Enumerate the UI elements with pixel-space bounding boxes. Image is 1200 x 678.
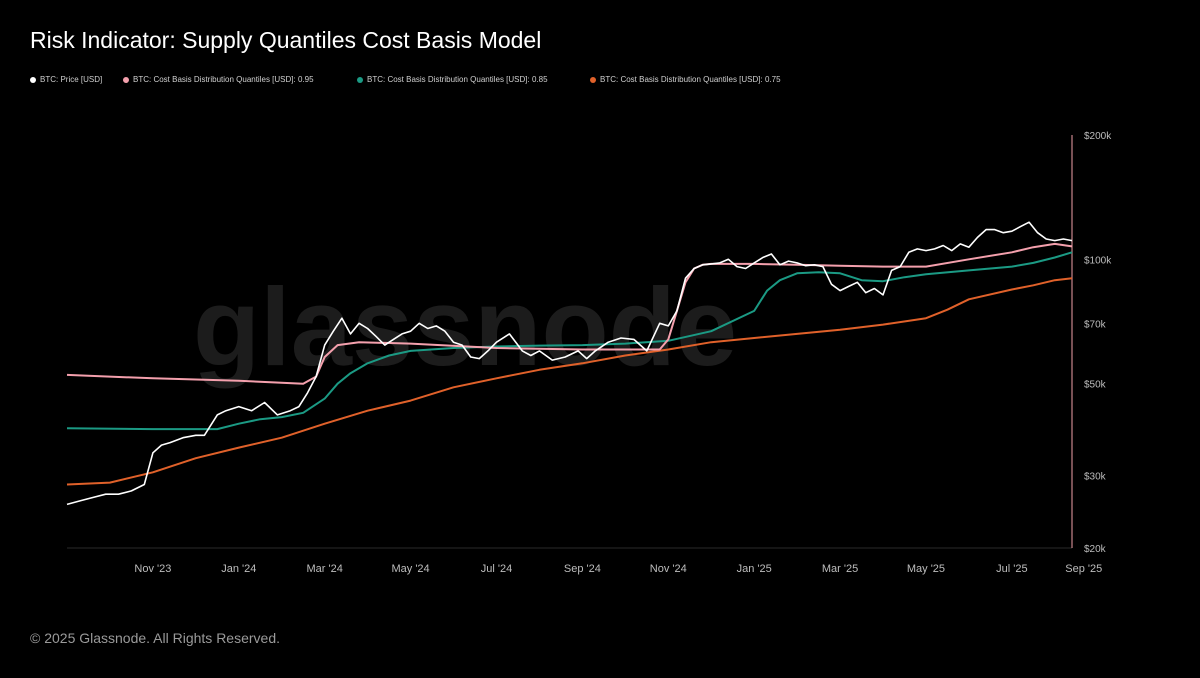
- x-tick-label: Mar '24: [307, 563, 343, 575]
- y-tick-label: $70k: [1084, 319, 1107, 330]
- y-tick-label: $200k: [1084, 131, 1112, 142]
- legend-dot-price: [30, 76, 36, 83]
- y-tick-label: $20k: [1084, 544, 1107, 555]
- copyright-footer: © 2025 Glassnode. All Rights Reserved.: [30, 630, 281, 646]
- chart-title: Risk Indicator: Supply Quantiles Cost Ba…: [30, 27, 542, 53]
- legend-label-q95: BTC: Cost Basis Distribution Quantiles […: [133, 75, 314, 84]
- q75-line: [66, 277, 1073, 486]
- legend-item-q75[interactable]: BTC: Cost Basis Distribution Quantiles […: [590, 75, 781, 84]
- legend-label-price: BTC: Price [USD]: [40, 75, 103, 84]
- legend: BTC: Price [USD] BTC: Cost Basis Distrib…: [30, 75, 781, 84]
- x-tick-label: Nov '23: [134, 563, 171, 575]
- x-tick-label: Jul '24: [481, 563, 512, 575]
- x-tick-label: Nov '24: [650, 563, 687, 575]
- legend-dot-q95: [123, 76, 129, 83]
- x-tick-label: May '24: [391, 563, 429, 575]
- x-axis-ticks: Nov '23 Jan '24 Mar '24 May '24 Jul '24 Sep '…: [134, 563, 1102, 575]
- legend-item-q95[interactable]: BTC: Cost Basis Distribution Quantiles […: [123, 75, 357, 84]
- watermark: glassnode: [193, 266, 737, 389]
- y-tick-label: $100k: [1084, 255, 1112, 266]
- legend-label-q85: BTC: Cost Basis Distribution Quantiles […: [367, 75, 548, 84]
- x-tick-label: Mar '25: [822, 563, 858, 575]
- x-tick-label: Sep '24: [564, 563, 601, 575]
- legend-item-price[interactable]: BTC: Price [USD]: [30, 75, 123, 84]
- x-tick-label: Jan '25: [737, 563, 772, 575]
- price-line: [66, 221, 1073, 506]
- y-tick-label: $30k: [1084, 471, 1107, 482]
- x-tick-label: Jul '25: [996, 563, 1027, 575]
- legend-label-q75: BTC: Cost Basis Distribution Quantiles […: [600, 75, 781, 84]
- x-tick-label: Jan '24: [221, 563, 256, 575]
- series-layer: [66, 221, 1073, 506]
- legend-dot-q85: [357, 76, 363, 83]
- legend-item-q85[interactable]: BTC: Cost Basis Distribution Quantiles […: [357, 75, 590, 84]
- y-axis-ticks: $200k $100k $70k $50k $30k $20k: [1084, 131, 1112, 555]
- legend-dot-q75: [590, 76, 596, 83]
- x-tick-label: May '25: [907, 563, 945, 575]
- x-tick-label: Sep '25: [1065, 563, 1102, 575]
- q85-line: [66, 251, 1073, 431]
- y-tick-label: $50k: [1084, 380, 1107, 391]
